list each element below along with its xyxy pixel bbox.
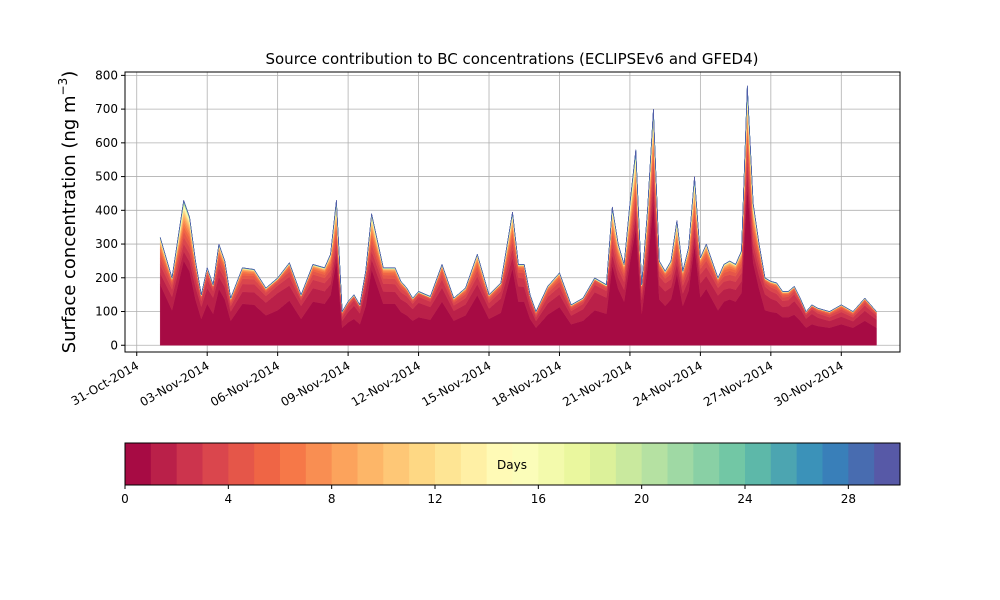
x-tick-label: 21-Nov-2014 bbox=[560, 358, 634, 409]
y-tick-label: 800 bbox=[95, 68, 118, 82]
colorbar-ticks: 0 4 8 12 16 20 24 28 bbox=[121, 485, 856, 506]
y-tick-label: 100 bbox=[95, 305, 118, 319]
colorbar-segment-16 bbox=[538, 443, 565, 485]
colorbar-segment-17 bbox=[564, 443, 591, 485]
colorbar-segment-23 bbox=[719, 443, 746, 485]
colorbar-tick-label: 12 bbox=[427, 492, 442, 506]
x-tick-label: 31-Oct-2014 bbox=[69, 358, 141, 408]
colorbar-segment-24 bbox=[745, 443, 772, 485]
colorbar-tick-label: 4 bbox=[225, 492, 233, 506]
colorbar-segment-2 bbox=[176, 443, 204, 485]
colorbar-segment-7 bbox=[305, 443, 333, 485]
y-tick-label: 500 bbox=[95, 170, 118, 184]
colorbar-segment-20 bbox=[641, 443, 669, 485]
x-tick-label: 18-Nov-2014 bbox=[490, 358, 564, 409]
colorbar-tick-label: 20 bbox=[634, 492, 649, 506]
x-tick-label: 24-Nov-2014 bbox=[631, 358, 705, 409]
colorbar-tick-label: 16 bbox=[531, 492, 546, 506]
colorbar-tick-label: 8 bbox=[328, 492, 336, 506]
colorbar-tick-label: 0 bbox=[121, 492, 129, 506]
colorbar-segment-11 bbox=[409, 443, 436, 485]
plot-frame bbox=[124, 71, 901, 353]
x-tick-label: 30-Nov-2014 bbox=[772, 358, 846, 409]
colorbar-segment-19 bbox=[615, 443, 643, 485]
colorbar-segment-28 bbox=[848, 443, 875, 485]
colorbar-tick-label: 28 bbox=[841, 492, 856, 506]
y-tick-label: 400 bbox=[95, 203, 118, 217]
colorbar-segment-22 bbox=[693, 443, 720, 485]
x-tick-label: 12-Nov-2014 bbox=[349, 358, 423, 409]
colorbar-segment-5 bbox=[254, 443, 281, 485]
colorbar-segment-6 bbox=[280, 443, 307, 485]
y-tick-label: 300 bbox=[95, 237, 118, 251]
colorbar-segment-0 bbox=[125, 443, 152, 485]
colorbar-tick-label: 24 bbox=[737, 492, 752, 506]
x-tick-label: 27-Nov-2014 bbox=[701, 358, 775, 409]
colorbar-segment-29 bbox=[874, 443, 901, 485]
colorbar-segment-26 bbox=[796, 443, 824, 485]
x-tick-label: 15-Nov-2014 bbox=[419, 358, 493, 409]
x-axis: 31-Oct-201403-Nov-201406-Nov-201409-Nov-… bbox=[69, 352, 846, 409]
colorbar-segment-13 bbox=[460, 443, 488, 485]
y-axis-label: Surface concentration (ng m−3) bbox=[56, 71, 80, 354]
colorbar bbox=[125, 443, 901, 485]
colorbar-segment-1 bbox=[150, 443, 178, 485]
colorbar-segment-10 bbox=[383, 443, 410, 485]
colorbar-segment-21 bbox=[667, 443, 694, 485]
colorbar-label: Days bbox=[497, 458, 527, 472]
y-axis-label-main: Surface concentration (ng m bbox=[59, 95, 80, 353]
colorbar-segment-4 bbox=[228, 443, 255, 485]
colorbar-segment-27 bbox=[822, 443, 849, 485]
y-axis-label-tail: ) bbox=[59, 71, 80, 78]
y-tick-label: 200 bbox=[95, 271, 118, 285]
y-tick-label: 0 bbox=[110, 338, 118, 352]
stacked-areas bbox=[160, 85, 877, 346]
y-tick-label: 700 bbox=[95, 102, 118, 116]
chart-title: Source contribution to BC concentrations… bbox=[265, 50, 758, 68]
colorbar-segment-9 bbox=[357, 443, 384, 485]
x-tick-label: 03-Nov-2014 bbox=[138, 358, 212, 409]
area-day-29 bbox=[160, 85, 877, 313]
colorbar-segment-25 bbox=[770, 443, 798, 485]
colorbar-segment-14 bbox=[486, 443, 514, 485]
colorbar-segment-3 bbox=[202, 443, 229, 485]
y-tick-label: 600 bbox=[95, 136, 118, 150]
y-axis-label-sup: −3 bbox=[56, 78, 70, 96]
y-axis: 0 100 200 300 400 500 600 700 800 bbox=[95, 68, 125, 352]
x-tick-label: 06-Nov-2014 bbox=[208, 358, 282, 409]
colorbar-segment-8 bbox=[331, 443, 359, 485]
colorbar-segment-18 bbox=[590, 443, 617, 485]
colorbar-segment-12 bbox=[435, 443, 462, 485]
colorbar-frame bbox=[124, 442, 901, 486]
x-tick-label: 09-Nov-2014 bbox=[278, 358, 352, 409]
colorbar-segment-15 bbox=[512, 443, 539, 485]
